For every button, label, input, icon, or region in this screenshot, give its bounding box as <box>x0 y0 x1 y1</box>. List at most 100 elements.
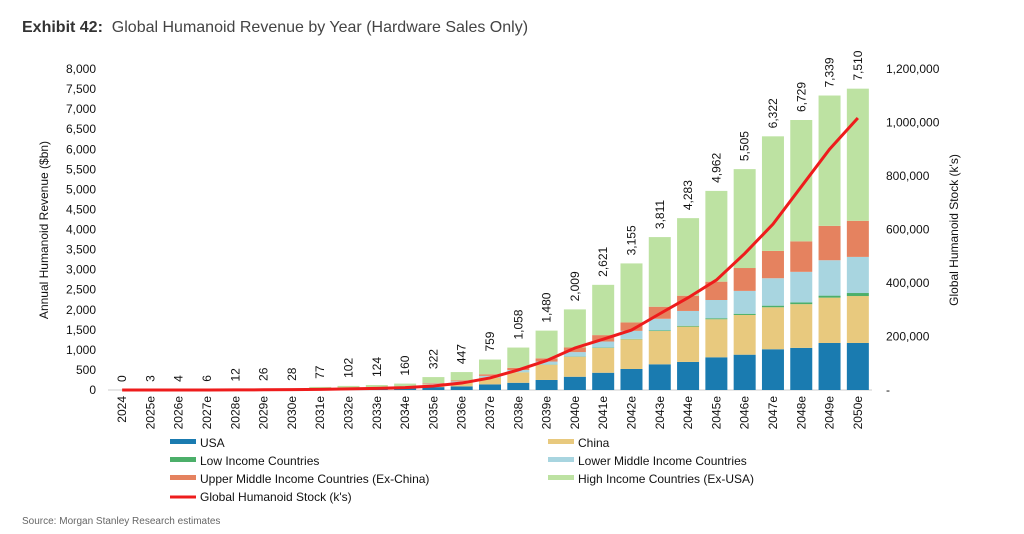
y2-tick-label: 200,000 <box>886 330 930 344</box>
x-tick-label: 2050e <box>851 396 865 430</box>
bar-segment-lower-middle-income-countries <box>761 278 784 306</box>
legend-swatch <box>170 439 196 444</box>
x-tick-label: 2025e <box>143 396 157 430</box>
bar-segment-usa <box>450 386 473 390</box>
legend-swatch <box>170 475 196 480</box>
y-tick-label: 3,000 <box>66 263 96 277</box>
bar-segment-china <box>507 372 530 383</box>
y2-tick-label: 800,000 <box>886 169 930 183</box>
legend-label: Lower Middle Income Countries <box>578 454 747 468</box>
bar-segment-low-income-countries <box>818 295 841 298</box>
bar-segment-high-income-countries-ex-usa- <box>705 190 728 282</box>
bar-segment-usa <box>394 388 417 390</box>
bar-segment-upper-middle-income-countries-ex-china- <box>790 241 813 272</box>
data-label: 3,155 <box>624 225 638 255</box>
data-label: 322 <box>426 349 440 369</box>
bar-segment-high-income-countries-ex-usa- <box>309 386 332 389</box>
y-tick-label: 4,000 <box>66 223 96 237</box>
data-label: 124 <box>370 357 384 377</box>
data-label: 447 <box>455 344 469 364</box>
y-tick-label: 5,500 <box>66 162 96 176</box>
bar-segment-usa <box>648 364 671 390</box>
data-label: 160 <box>398 355 412 375</box>
x-tick-label: 2037e <box>483 396 497 430</box>
legend-label: Upper Middle Income Countries (Ex-China) <box>200 472 429 486</box>
bar-segment-upper-middle-income-countries-ex-china- <box>422 383 445 384</box>
bar-segment-high-income-countries-ex-usa- <box>733 169 756 269</box>
y2-tick-label: - <box>886 383 890 397</box>
bar-segment-low-income-countries <box>705 318 728 320</box>
bar-segment-low-income-countries <box>846 293 869 297</box>
bar-segment-usa <box>592 372 615 390</box>
bar-segment-high-income-countries-ex-usa- <box>648 237 671 307</box>
bar-segment-high-income-countries-ex-usa- <box>592 284 615 336</box>
data-label: 4,283 <box>681 180 695 210</box>
bar-segment-usa <box>677 361 700 390</box>
data-label: 3 <box>143 375 157 382</box>
bar-segment-high-income-countries-ex-usa- <box>761 136 784 251</box>
bar-segment-upper-middle-income-countries-ex-china- <box>846 220 869 257</box>
y-tick-label: 1,500 <box>66 323 96 337</box>
bar-segment-high-income-countries-ex-usa- <box>563 309 586 348</box>
x-tick-label: 2046e <box>738 396 752 430</box>
bar-segment-china <box>648 331 671 365</box>
x-tick-label: 2029e <box>257 396 271 430</box>
x-tick-label: 2038e <box>511 396 525 430</box>
bar-segment-low-income-countries <box>761 305 784 308</box>
y-tick-label: 0 <box>89 383 96 397</box>
bar-segment-china <box>479 377 501 385</box>
x-tick-label: 2047e <box>766 396 780 430</box>
bar-segment-high-income-countries-ex-usa- <box>790 119 813 242</box>
bar-segment-high-income-countries-ex-usa- <box>479 359 501 375</box>
y-tick-label: 500 <box>76 363 96 377</box>
bar-segment-usa <box>479 384 501 390</box>
bar-segment-high-income-countries-ex-usa- <box>507 347 530 368</box>
x-tick-label: 2027e <box>200 396 214 430</box>
bar-segment-lower-middle-income-countries <box>677 310 700 326</box>
bar-segment-lower-middle-income-countries <box>620 330 643 339</box>
x-tick-label: 2030e <box>285 396 299 430</box>
bar-segment-lower-middle-income-countries <box>422 383 445 385</box>
bar-segment-low-income-countries <box>790 302 813 305</box>
bar-segment-usa <box>733 354 756 390</box>
bar-segment-china <box>535 364 558 380</box>
x-tick-label: 2044e <box>681 396 695 430</box>
bar-segment-china <box>705 319 728 358</box>
x-tick-label: 2034e <box>398 396 412 430</box>
x-tick-label: 2041e <box>596 396 610 430</box>
bar-segment-usa <box>535 379 558 390</box>
bar-segment-low-income-countries <box>733 313 756 315</box>
y-tick-label: 6,500 <box>66 122 96 136</box>
x-tick-label: 2048e <box>794 396 808 430</box>
y2-axis-label: Global Humanoid Stock (k's) <box>947 154 961 306</box>
x-tick-label: 2033e <box>370 396 384 430</box>
bar-segment-high-income-countries-ex-usa- <box>337 385 360 388</box>
x-tick-label: 2042e <box>624 396 638 430</box>
bar-segment-high-income-countries-ex-usa- <box>818 95 841 226</box>
legend-label: USA <box>200 436 225 450</box>
y-tick-label: 2,000 <box>66 303 96 317</box>
y-tick-label: 2,500 <box>66 283 96 297</box>
x-tick-label: 2049e <box>823 396 837 430</box>
data-label: 26 <box>257 367 271 381</box>
bar-segment-upper-middle-income-countries-ex-china- <box>450 380 473 382</box>
data-label: 2,009 <box>568 271 582 301</box>
legend-label: Global Humanoid Stock (k's) <box>200 490 352 504</box>
x-tick-label: 2024 <box>115 396 129 423</box>
data-label: 1,058 <box>511 309 525 339</box>
bar-segment-low-income-countries <box>677 325 700 327</box>
bar-segment-lower-middle-income-countries <box>790 271 813 303</box>
legend-swatch <box>548 475 574 480</box>
x-tick-label: 2036e <box>455 396 469 430</box>
data-label: 77 <box>313 365 327 379</box>
bar-segment-lower-middle-income-countries <box>648 318 671 331</box>
bar-segment-china <box>592 347 615 373</box>
bar-segment-lower-middle-income-countries <box>733 290 756 314</box>
bar-segment-china <box>620 339 643 369</box>
data-label: 28 <box>285 367 299 381</box>
y-tick-label: 6,000 <box>66 142 96 156</box>
bar-segment-usa <box>761 349 784 390</box>
bar-segment-upper-middle-income-countries-ex-china- <box>563 347 586 353</box>
bar-segment-low-income-countries <box>648 330 671 332</box>
x-tick-label: 2040e <box>568 396 582 430</box>
